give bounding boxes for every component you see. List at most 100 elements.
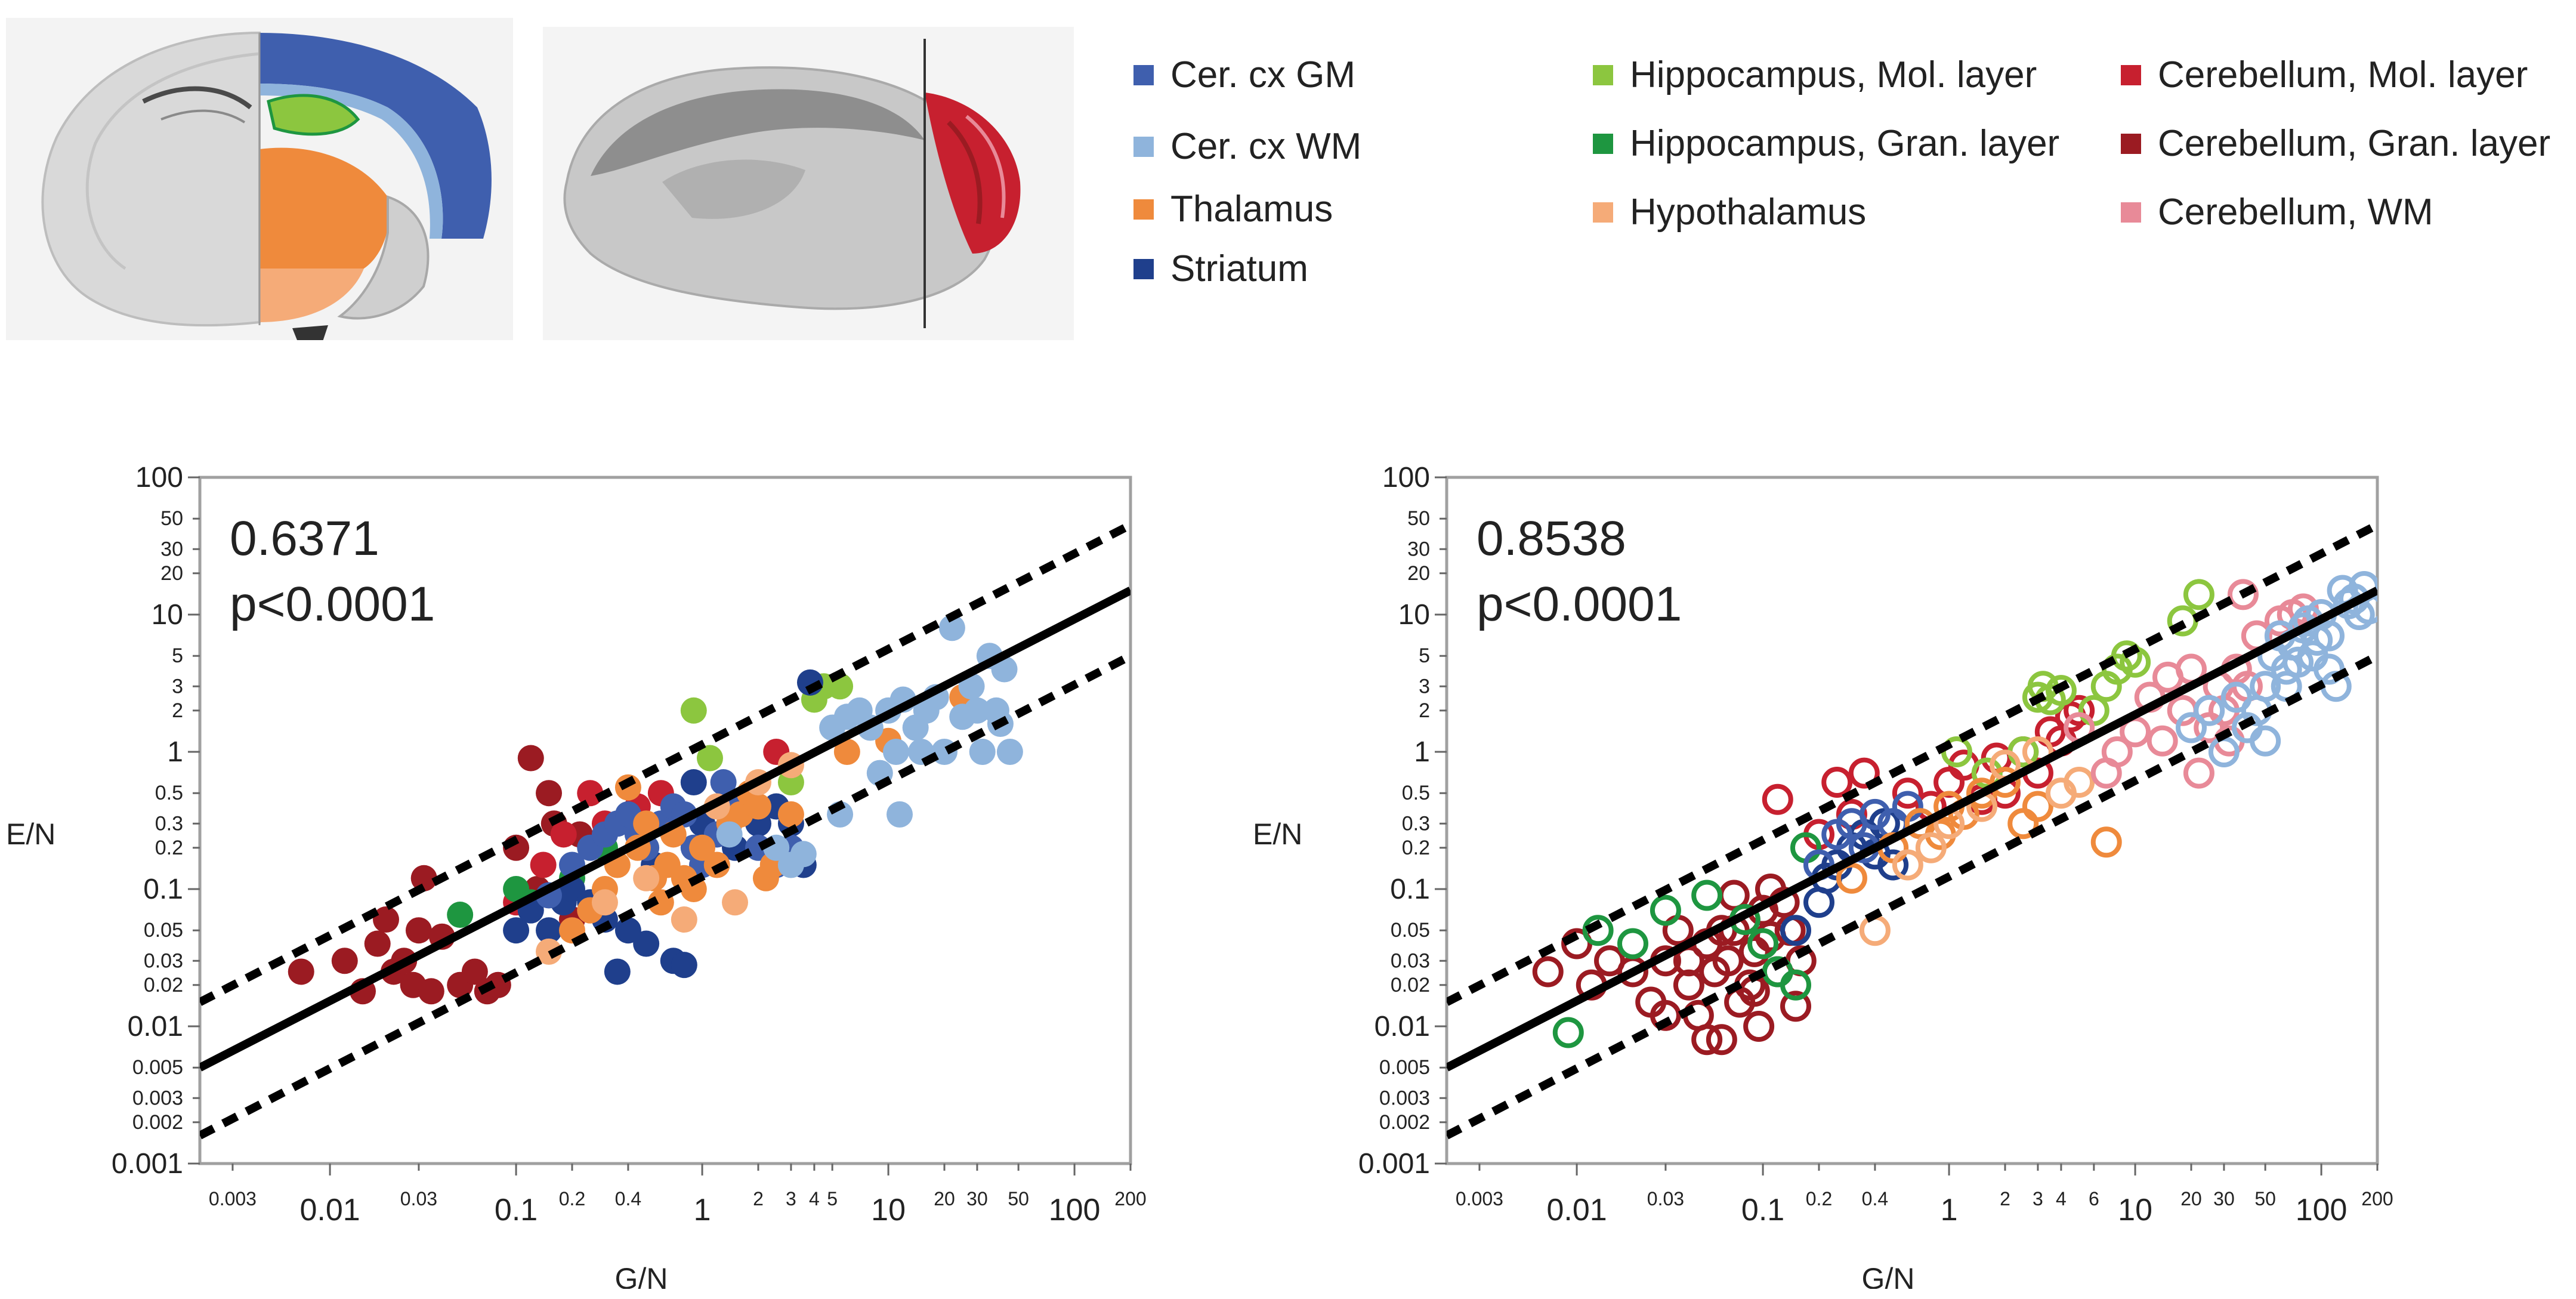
- x-tick-label: 4: [809, 1188, 820, 1209]
- legend-label: Cer. cx GM: [1170, 54, 1356, 95]
- p-value: p<0.0001: [230, 577, 435, 631]
- data-point: [996, 739, 1023, 765]
- x-tick-label: 0.01: [299, 1193, 360, 1227]
- data-point: [410, 865, 437, 891]
- x-tick-label: 0.1: [495, 1193, 538, 1227]
- data-point: [633, 930, 660, 957]
- data-point: [2146, 725, 2178, 757]
- data-point: [614, 917, 641, 944]
- y-tick-label: 0.2: [155, 837, 183, 859]
- data-point: [1650, 894, 1681, 926]
- data-point: [1747, 928, 1779, 959]
- x-tick-label: 10: [871, 1193, 906, 1227]
- data-point: [536, 780, 563, 807]
- correlation-value: 0.6371: [230, 511, 379, 566]
- y-tick-label: 30: [1407, 538, 1430, 560]
- data-point: [716, 821, 743, 848]
- data-point: [671, 952, 697, 979]
- legend-item: Hippocampus, Gran. layer: [1593, 122, 2059, 165]
- data-point: [1780, 991, 1812, 1022]
- y-tick-label: 0.5: [1402, 782, 1430, 804]
- scatter-plot-open: 0.001 0.002 0.003 0.005 0.01 0.02 0.03 0.05 0.1 0…: [1247, 453, 2440, 1295]
- legend-label: Cer. cx WM: [1170, 126, 1362, 167]
- y-tick-label: 50: [1407, 507, 1430, 530]
- data-point: [2064, 695, 2095, 726]
- x-tick-label: 2: [2000, 1188, 2010, 1209]
- data-point: [418, 978, 444, 1005]
- brain-sagittal-illustration: [543, 27, 1074, 340]
- data-point: [1743, 1011, 1775, 1042]
- legend-item: Cerebellum, WM: [2121, 191, 2433, 233]
- legend-item: Cer. cx GM: [1133, 54, 1355, 96]
- scatter-plot-filled: 0.001 0.002 0.003 0.005 0.01 0.02 0.03 0.05 0.1 0…: [0, 453, 1193, 1295]
- y-tick-label: 20: [1407, 562, 1430, 585]
- data-point: [1892, 849, 1923, 881]
- data-point: [2022, 791, 2053, 822]
- y-tick-label: 100: [1382, 462, 1430, 493]
- data-point: [745, 793, 771, 820]
- data-point: [833, 739, 860, 765]
- data-point: [2176, 712, 2207, 743]
- y-tick-label: 50: [160, 507, 183, 530]
- data-point: [1990, 767, 2021, 798]
- data-point: [671, 906, 697, 933]
- data-point: [1821, 767, 1853, 798]
- data-point: [530, 851, 557, 878]
- y-tick-label: 0.3: [1402, 812, 1430, 835]
- y-tick-label: 0.03: [144, 949, 183, 972]
- data-point: [1780, 969, 1812, 1001]
- x-tick-label: 4: [2056, 1188, 2067, 1209]
- data-point: [1691, 1024, 1723, 1056]
- y-tick-label: 0.1: [143, 874, 183, 905]
- ci-upper-line: [1447, 521, 2377, 1006]
- y-tick-label: 0.02: [1391, 974, 1430, 996]
- data-point: [1552, 1017, 1584, 1048]
- legend-item: Striatum: [1133, 248, 1308, 290]
- x-tick-label: 0.01: [1546, 1193, 1607, 1227]
- x-tick-label: 0.1: [1741, 1193, 1784, 1227]
- y-tick-label: 3: [172, 675, 183, 698]
- data-point: [550, 821, 577, 848]
- legend-item: Cerebellum, Mol. layer: [2121, 54, 2528, 96]
- data-point: [777, 801, 804, 828]
- data-point: [2183, 757, 2214, 789]
- data-point: [2101, 736, 2133, 767]
- y-tick-label: 0.005: [1379, 1056, 1430, 1079]
- x-tick-label: 3: [2033, 1188, 2043, 1209]
- y-tick-label: 0.05: [1391, 919, 1430, 942]
- data-point: [680, 697, 707, 724]
- data-point: [790, 841, 817, 868]
- data-point: [288, 958, 314, 985]
- x-tick-label: 1: [694, 1193, 711, 1227]
- y-tick-label: 0.05: [144, 919, 183, 942]
- data-point: [577, 780, 604, 807]
- x-tick-label: 3: [786, 1188, 796, 1209]
- x-tick-label: 50: [2254, 1188, 2276, 1209]
- y-tick-label: 2: [172, 699, 183, 722]
- legend-item: Hypothalamus: [1593, 191, 1866, 233]
- data-point: [633, 810, 660, 837]
- y-tick-label: 0.01: [1375, 1011, 1430, 1042]
- data-point: [963, 697, 990, 724]
- plot-frame: [198, 476, 1132, 1165]
- legend-label: Cerebellum, Gran. layer: [2158, 123, 2551, 164]
- data-point: [2227, 579, 2259, 610]
- legend-item: Cer. cx WM: [1133, 125, 1361, 168]
- y-tick-label: 10: [152, 599, 183, 631]
- y-tick-label: 0.001: [112, 1148, 183, 1180]
- y-tick-label: 1: [167, 736, 183, 768]
- x-tick-label: 0.03: [1647, 1188, 1684, 1209]
- x-tick-label: 0.003: [209, 1188, 257, 1209]
- data-point: [447, 902, 474, 928]
- data-point: [1848, 757, 1880, 789]
- data-point: [1915, 832, 1947, 863]
- data-point: [2064, 767, 2095, 798]
- data-point: [689, 834, 716, 861]
- y-tick-label: 0.002: [132, 1111, 183, 1134]
- scatter-plot-svg: 0.0010.0020.0030.0050.010.020.030.050.10…: [6, 462, 1147, 1295]
- y-tick-label: 0.003: [132, 1087, 183, 1109]
- legend-label: Cerebellum, WM: [2158, 192, 2433, 233]
- data-point: [503, 917, 530, 944]
- data-point: [2090, 826, 2122, 858]
- data-point: [882, 739, 909, 765]
